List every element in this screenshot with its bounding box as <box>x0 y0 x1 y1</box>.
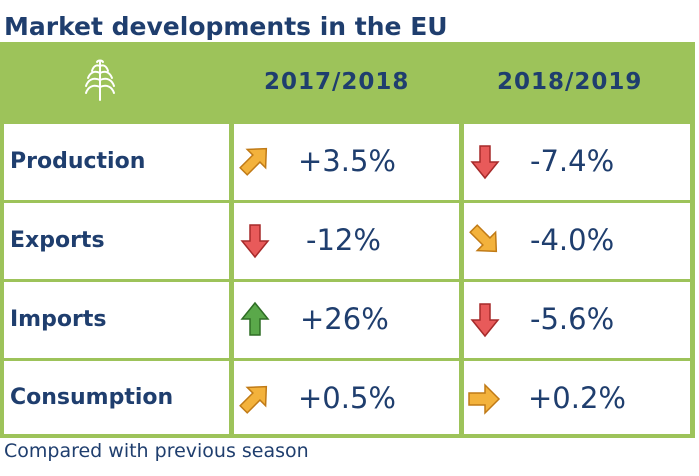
imports-2017-2018: +26% <box>300 302 389 336</box>
arrow-down-icon <box>470 145 500 180</box>
page-title: Market developments in the EU <box>4 12 448 41</box>
arrow-down-icon <box>470 303 500 338</box>
wheat-icon <box>85 59 115 101</box>
footnote: Compared with previous season <box>4 440 309 462</box>
consumption-2017-2018: +0.5% <box>298 381 396 415</box>
arrow-up-right-icon <box>239 385 268 414</box>
column-header-2017-2018: 2017/2018 <box>264 69 410 95</box>
row-label-consumption: Consumption <box>10 385 174 410</box>
arrow-down-icon <box>240 224 270 259</box>
production-2017-2018: +3.5% <box>298 144 396 178</box>
consumption-2018-2019: +0.2% <box>528 381 626 415</box>
row-label-imports: Imports <box>10 307 107 332</box>
row-label-exports: Exports <box>10 228 105 253</box>
production-2018-2019: -7.4% <box>530 144 615 178</box>
arrow-right-icon <box>468 383 501 415</box>
market-table: 2017/2018 2018/2019 Production Exports I… <box>0 42 695 438</box>
row-label-production: Production <box>10 149 146 174</box>
exports-2017-2018: -12% <box>306 223 381 257</box>
arrow-down-right-icon <box>469 224 498 253</box>
exports-2018-2019: -4.0% <box>530 223 615 257</box>
column-header-2018-2019: 2018/2019 <box>497 69 643 95</box>
arrow-up-right-icon <box>239 147 268 176</box>
arrow-up-icon <box>240 301 270 336</box>
imports-2018-2019: -5.6% <box>530 302 615 336</box>
